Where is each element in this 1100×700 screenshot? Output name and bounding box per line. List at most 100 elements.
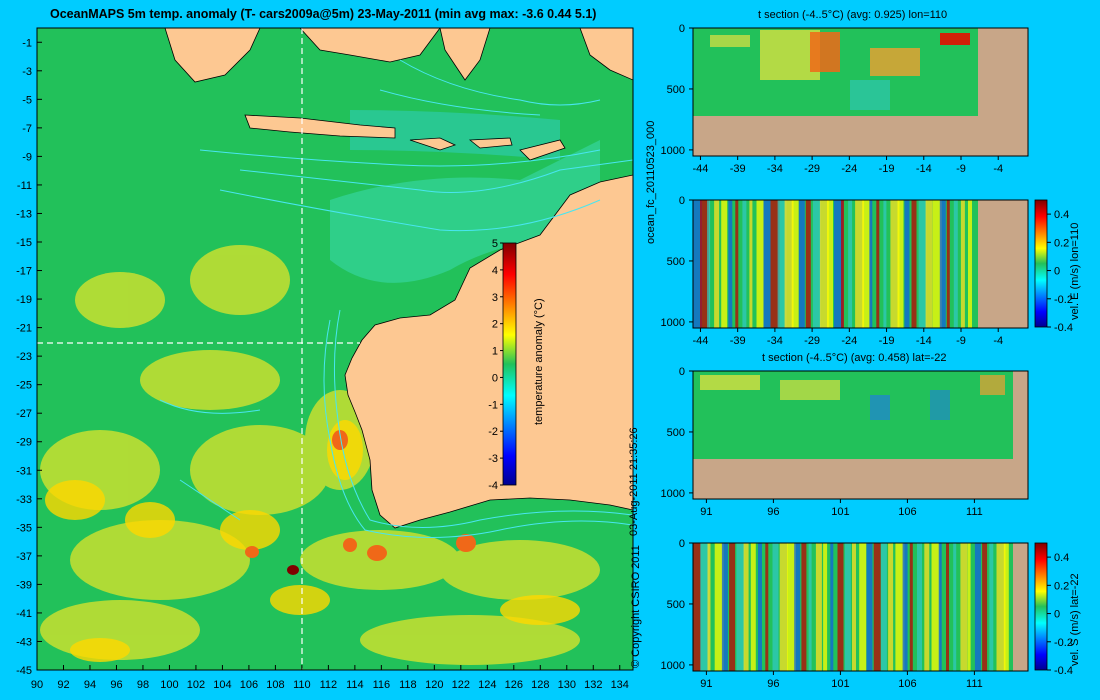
map-y-tick-label: -27 xyxy=(16,408,32,420)
velocity-band xyxy=(960,543,968,671)
section3-y-tick-label: 1000 xyxy=(661,488,685,500)
section2-colorbar-tick-label: -0.4 xyxy=(1054,322,1073,334)
section4-colorbar-tick-label: -0.4 xyxy=(1054,665,1073,677)
velocity-band xyxy=(890,200,900,328)
map-y-axis: -1 -3 -5 -7 -9 -11 -13 -15 -17 -19 -21 -23 -25 -27 -29… xyxy=(16,37,42,677)
velocity-band xyxy=(700,543,710,671)
section-panel-axes: -44 -39 -34 -29 -24 -19 -14 -9 -4 0 500 1000 -44 -39 -… xyxy=(661,23,1073,690)
section4-panel xyxy=(692,542,1029,672)
velocity-band xyxy=(917,543,922,671)
velocity-band xyxy=(953,543,957,671)
map-y-tick-label: -13 xyxy=(16,208,32,220)
velocity-band xyxy=(968,200,972,328)
timestamp-label: 03-Aug-2011 21:35:26 xyxy=(628,427,640,536)
map-x-tick-label: 104 xyxy=(213,679,231,691)
section1-y-tick-label: 500 xyxy=(667,84,685,96)
colorbar-tick-label: -4 xyxy=(488,480,498,492)
map-colorbar-ticks: 5 4 3 2 1 0 -1 -2 -3 -4 xyxy=(488,238,503,492)
map-x-tick-label: 116 xyxy=(373,679,391,691)
map-x-tick-label: 98 xyxy=(137,679,149,691)
section3-x-tick-label: 111 xyxy=(966,506,983,518)
map-x-tick-label: 114 xyxy=(346,679,364,691)
section2-x-tick-label: -39 xyxy=(730,335,746,347)
map-x-tick-label: 122 xyxy=(452,679,470,691)
section2-colorbar xyxy=(1034,199,1048,328)
section1-panel xyxy=(692,27,1029,157)
velocity-band xyxy=(974,543,981,671)
velocity-band xyxy=(728,200,733,328)
section1-x-tick-label: -24 xyxy=(841,163,857,175)
section2-colorbar-tick-label: 0.2 xyxy=(1054,237,1069,249)
velocity-band xyxy=(812,200,821,328)
colorbar-tick-label: 4 xyxy=(492,265,498,277)
velocity-band xyxy=(841,200,844,328)
hotspots xyxy=(245,430,476,561)
section4-x-tick-label: 106 xyxy=(898,678,916,690)
velocity-band xyxy=(931,543,940,671)
velocity-band xyxy=(693,543,701,671)
velocity-band xyxy=(883,200,887,328)
section2-y-tick-label: 0 xyxy=(679,195,685,207)
velocity-band xyxy=(749,200,753,328)
map-x-tick-label: 112 xyxy=(320,679,338,691)
map-y-tick-label: -3 xyxy=(22,66,32,78)
velocity-band xyxy=(938,543,942,671)
map-y-tick-label: -5 xyxy=(22,94,32,106)
map-y-tick-label: -23 xyxy=(16,351,32,363)
colorbar-tick-label: 5 xyxy=(492,238,498,250)
colorbar-tick-label: -1 xyxy=(488,399,498,411)
section1-x-tick-label: -39 xyxy=(730,163,746,175)
section1-x-tick-label: -14 xyxy=(916,163,932,175)
section2-x-tick-label: -44 xyxy=(692,335,708,347)
map-x-tick-label: 126 xyxy=(505,679,523,691)
section2-panel xyxy=(692,199,1029,329)
section4-y-tick-label: 0 xyxy=(679,538,685,550)
velocity-band xyxy=(925,200,933,328)
velocity-band xyxy=(873,543,881,671)
velocity-band xyxy=(798,200,805,328)
velocity-band xyxy=(777,200,787,328)
velocity-band xyxy=(756,200,764,328)
section4-x-tick-label: 101 xyxy=(831,678,849,690)
velocity-band xyxy=(897,200,904,328)
section3-panel xyxy=(692,370,1029,500)
section1-x-tick-label: -29 xyxy=(804,163,820,175)
map-x-tick-label: 134 xyxy=(611,679,629,691)
velocity-band xyxy=(848,200,853,328)
section1-title: t section (-4..5°C) (avg: 0.925) lon=110 xyxy=(758,9,948,21)
velocity-band xyxy=(837,543,844,671)
map-x-tick-label: 102 xyxy=(187,679,205,691)
map-y-tick-label: -31 xyxy=(16,465,32,477)
velocity-band xyxy=(779,543,788,671)
velocity-band xyxy=(880,543,887,671)
velocity-band xyxy=(859,543,867,671)
section4-colorbar-tick-label: 0.2 xyxy=(1054,580,1069,592)
velocity-band xyxy=(855,200,865,328)
velocity-band xyxy=(805,200,811,328)
map-y-tick-label: -19 xyxy=(16,294,32,306)
colorbar-tick-label: 2 xyxy=(492,319,498,331)
section1-x-tick-label: -9 xyxy=(956,163,966,175)
velocity-band xyxy=(1003,543,1009,671)
velocity-band xyxy=(729,543,736,671)
velocity-band xyxy=(932,200,942,328)
map-x-tick-label: 128 xyxy=(531,679,549,691)
map-y-tick-label: -45 xyxy=(16,665,32,677)
velocity-band xyxy=(707,200,711,328)
section4-y-tick-label: 500 xyxy=(667,599,685,611)
section2-y-tick-label: 500 xyxy=(667,256,685,268)
map-y-tick-label: -39 xyxy=(16,579,32,591)
section2-x-tick-label: -19 xyxy=(879,335,895,347)
map-y-tick-label: -43 xyxy=(16,636,32,648)
section2-colorbar-tick-label: 0.4 xyxy=(1054,209,1069,221)
section1-x-tick-label: -44 xyxy=(692,163,708,175)
velocity-band xyxy=(869,200,873,328)
section4-x-tick-label: 111 xyxy=(966,678,983,690)
section2-x-tick-label: -9 xyxy=(956,335,966,347)
velocity-band xyxy=(736,543,745,671)
section4-colorbar xyxy=(1034,542,1048,671)
section2-x-tick-label: -24 xyxy=(841,335,857,347)
map-y-tick-label: -9 xyxy=(22,151,32,163)
velocity-band xyxy=(862,200,871,328)
velocity-band xyxy=(967,543,971,671)
